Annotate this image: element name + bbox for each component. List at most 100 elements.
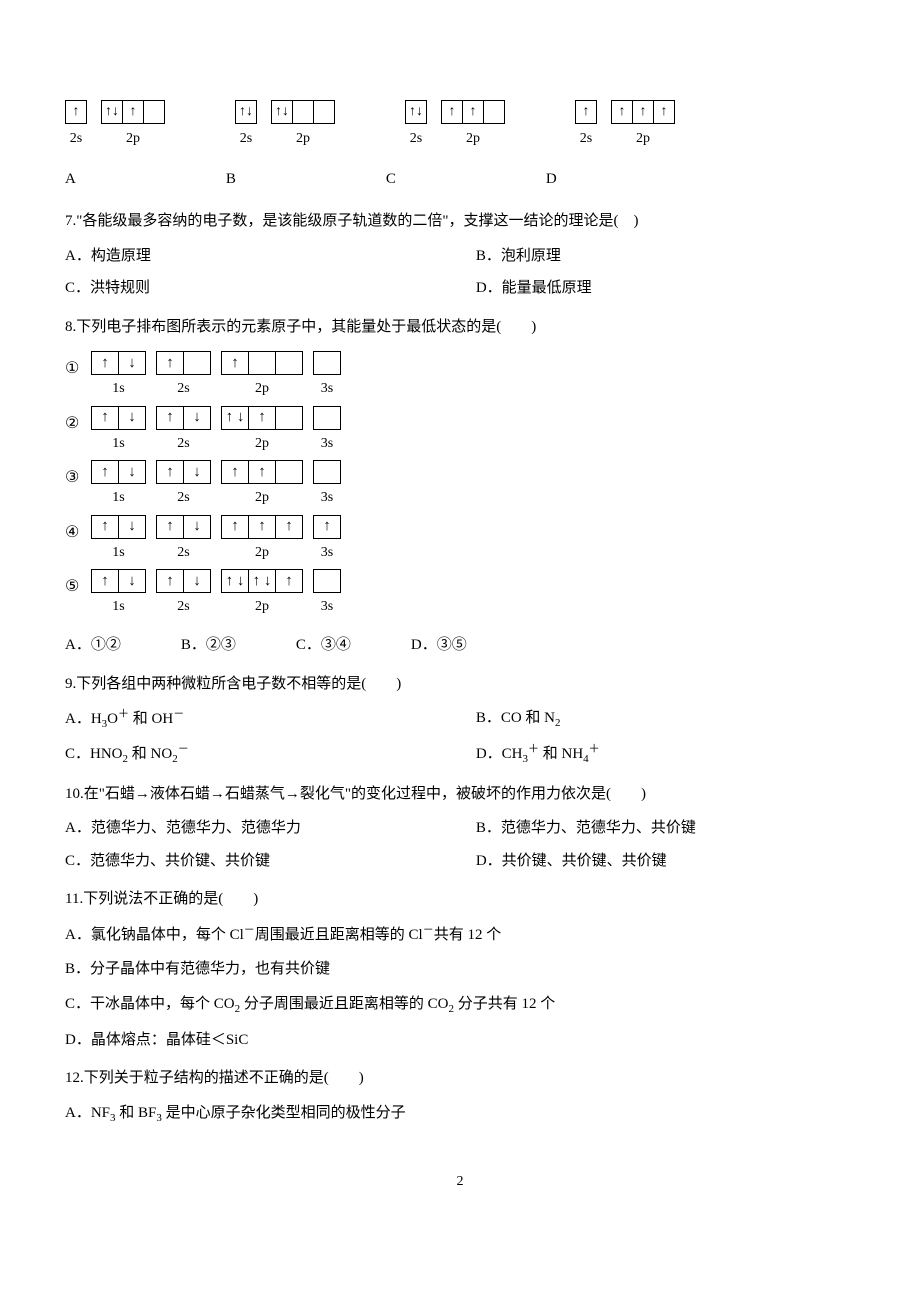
orbital-box: ↓ — [118, 460, 146, 484]
q11-option-c: C．干冰晶体中，每个 CO2 分子周围最近且距离相等的 CO2 分子共有 12 … — [65, 990, 855, 1020]
q8-row-3: ③↑↓1s↑↓2s↑↑2p3s — [65, 460, 855, 512]
page-number: 2 — [65, 1169, 855, 1196]
q7-option-d: D．能量最低原理 — [476, 274, 855, 303]
orbital-box — [248, 351, 276, 375]
q9-option-c: C．HNO2 和 NO2－ — [65, 739, 444, 770]
q11-text: 11.下列说法不正确的是( ) — [65, 885, 855, 914]
q12-option-a: A．NF3 和 BF3 是中心原子杂化类型相同的极性分子 — [65, 1099, 855, 1129]
orbital-box — [313, 460, 341, 484]
q10-option-c: C．范德华力、共价键、共价键 — [65, 847, 444, 876]
q6-orbital-diagrams: ↑ 2s ↑↓ ↑ 2p ↑↓ 2s ↑↓ 2p ↑↓ — [65, 100, 855, 153]
orbital-box — [313, 351, 341, 375]
orbital-box: ↑ — [156, 351, 184, 375]
q8-row-5: ⑤↑↓1s↑↓2s↑ ↓↑ ↓↑2p3s — [65, 569, 855, 621]
q10-text: 10.在"石蜡→液体石蜡→石蜡蒸气→裂化气"的变化过程中，被破坏的作用力依次是(… — [65, 780, 855, 809]
q7-text: 7."各能级最多容纳的电子数，是该能级原子轨道数的二倍"，支撑这一结论的理论是(… — [65, 207, 855, 236]
q11-option-b: B．分子晶体中有范德华力，也有共价键 — [65, 955, 855, 984]
q7-option-c: C．洪特规则 — [65, 274, 444, 303]
orbital-box: ↓ — [183, 406, 211, 430]
orbital-label: 1s — [112, 540, 124, 567]
orbital-label: 2s — [177, 485, 189, 512]
orbital-box: ↓ — [118, 406, 146, 430]
orbital-box: ↑ — [313, 515, 341, 539]
q6-letter-c: C — [386, 165, 396, 194]
q6-label-2p: 2p — [126, 126, 140, 153]
q6-letter-a: A — [65, 165, 76, 194]
q12-text: 12.下列关于粒子结构的描述不正确的是( ) — [65, 1064, 855, 1093]
orbital-label: 2s — [177, 376, 189, 403]
orbital-box: ↓ — [183, 515, 211, 539]
orbital-box: ↑ — [275, 515, 303, 539]
q9-option-a: A．H3O＋ 和 OH－ — [65, 704, 444, 735]
q8-row-1: ①↑↓1s↑2s↑2p3s — [65, 351, 855, 403]
orbital-box — [313, 569, 341, 593]
q10-option-d: D．共价键、共价键、共价键 — [476, 847, 855, 876]
orbital-box: ↓ — [118, 569, 146, 593]
q8-row-2: ②↑↓1s↑↓2s↑ ↓↑2p3s — [65, 406, 855, 458]
orbital-box: ↑ ↓ — [221, 569, 249, 593]
orbital-box: ↑ — [248, 406, 276, 430]
q6-option-a: ↑ 2s ↑↓ ↑ 2p — [65, 100, 165, 153]
orbital-box: ↑ — [91, 460, 119, 484]
q6-letter-d: D — [546, 165, 557, 194]
orbital-box — [313, 406, 341, 430]
q9-text: 9.下列各组中两种微粒所含电子数不相等的是( ) — [65, 670, 855, 699]
question-11: 11.下列说法不正确的是( ) A．氯化钠晶体中，每个 Cl－周围最近且距离相等… — [65, 885, 855, 1054]
orbital-label: 2p — [255, 540, 269, 567]
orbital-label: 2p — [255, 376, 269, 403]
q7-option-b: B．泡利原理 — [476, 242, 855, 271]
q9-option-b: B．CO 和 N2 — [476, 704, 855, 735]
orbital-box — [275, 406, 303, 430]
q6-a-2p-3 — [143, 100, 165, 124]
orbital-label: 3s — [321, 540, 333, 567]
orbital-label: 3s — [321, 431, 333, 458]
q8-row-4: ④↑↓1s↑↓2s↑↑↑2p↑3s — [65, 515, 855, 567]
q6-b-2s-box: ↑↓ — [235, 100, 257, 124]
question-8: 8.下列电子排布图所表示的元素原子中，其能量处于最低状态的是( ) ①↑↓1s↑… — [65, 313, 855, 660]
orbital-box — [275, 460, 303, 484]
q10-option-b: B．范德华力、范德华力、共价键 — [476, 814, 855, 843]
orbital-box: ↑ — [91, 351, 119, 375]
q6-option-d: ↑ 2s ↑ ↑ ↑ 2p — [575, 100, 675, 153]
q11-option-a: A．氯化钠晶体中，每个 Cl－周围最近且距离相等的 Cl－共有 12 个 — [65, 920, 855, 950]
orbital-box — [275, 351, 303, 375]
orbital-label: 2p — [255, 431, 269, 458]
orbital-box: ↑ — [248, 460, 276, 484]
orbital-box: ↑ — [221, 351, 249, 375]
q6-label-2s: 2s — [70, 126, 82, 153]
q11-option-d: D．晶体熔点：晶体硅＜SiC — [65, 1026, 855, 1055]
q8-row-num: ③ — [65, 460, 91, 493]
question-9: 9.下列各组中两种微粒所含电子数不相等的是( ) A．H3O＋ 和 OH－ B．… — [65, 670, 855, 770]
orbital-box: ↑ — [221, 515, 249, 539]
orbital-label: 2s — [177, 594, 189, 621]
orbital-label: 2p — [255, 594, 269, 621]
orbital-box: ↑ — [275, 569, 303, 593]
orbital-label: 1s — [112, 376, 124, 403]
q6-a-2s-box: ↑ — [65, 100, 87, 124]
orbital-label: 1s — [112, 594, 124, 621]
orbital-label: 2s — [177, 540, 189, 567]
orbital-label: 1s — [112, 431, 124, 458]
q8-diagram: ①↑↓1s↑2s↑2p3s②↑↓1s↑↓2s↑ ↓↑2p3s③↑↓1s↑↓2s↑… — [65, 351, 855, 621]
question-10: 10.在"石蜡→液体石蜡→石蜡蒸气→裂化气"的变化过程中，被破坏的作用力依次是(… — [65, 780, 855, 876]
question-12: 12.下列关于粒子结构的描述不正确的是( ) A．NF3 和 BF3 是中心原子… — [65, 1064, 855, 1128]
orbital-box: ↑ — [156, 515, 184, 539]
orbital-label: 2p — [255, 485, 269, 512]
q6-a-2p-1: ↑↓ — [101, 100, 123, 124]
orbital-label: 3s — [321, 485, 333, 512]
q8-text: 8.下列电子排布图所表示的元素原子中，其能量处于最低状态的是( ) — [65, 313, 855, 342]
q8-row-num: ① — [65, 351, 91, 384]
orbital-label: 1s — [112, 485, 124, 512]
q8-row-num: ② — [65, 406, 91, 439]
orbital-box: ↓ — [183, 460, 211, 484]
q8-option-b: B．②③ — [181, 631, 236, 660]
orbital-label: 3s — [321, 376, 333, 403]
orbital-box: ↑ — [91, 515, 119, 539]
orbital-label: 2s — [177, 431, 189, 458]
q8-row-num: ④ — [65, 515, 91, 548]
q8-option-d: D．③⑤ — [411, 631, 467, 660]
orbital-box: ↑ — [91, 569, 119, 593]
orbital-label: 3s — [321, 594, 333, 621]
orbital-box: ↑ ↓ — [221, 406, 249, 430]
q6-a-2p-2: ↑ — [122, 100, 144, 124]
